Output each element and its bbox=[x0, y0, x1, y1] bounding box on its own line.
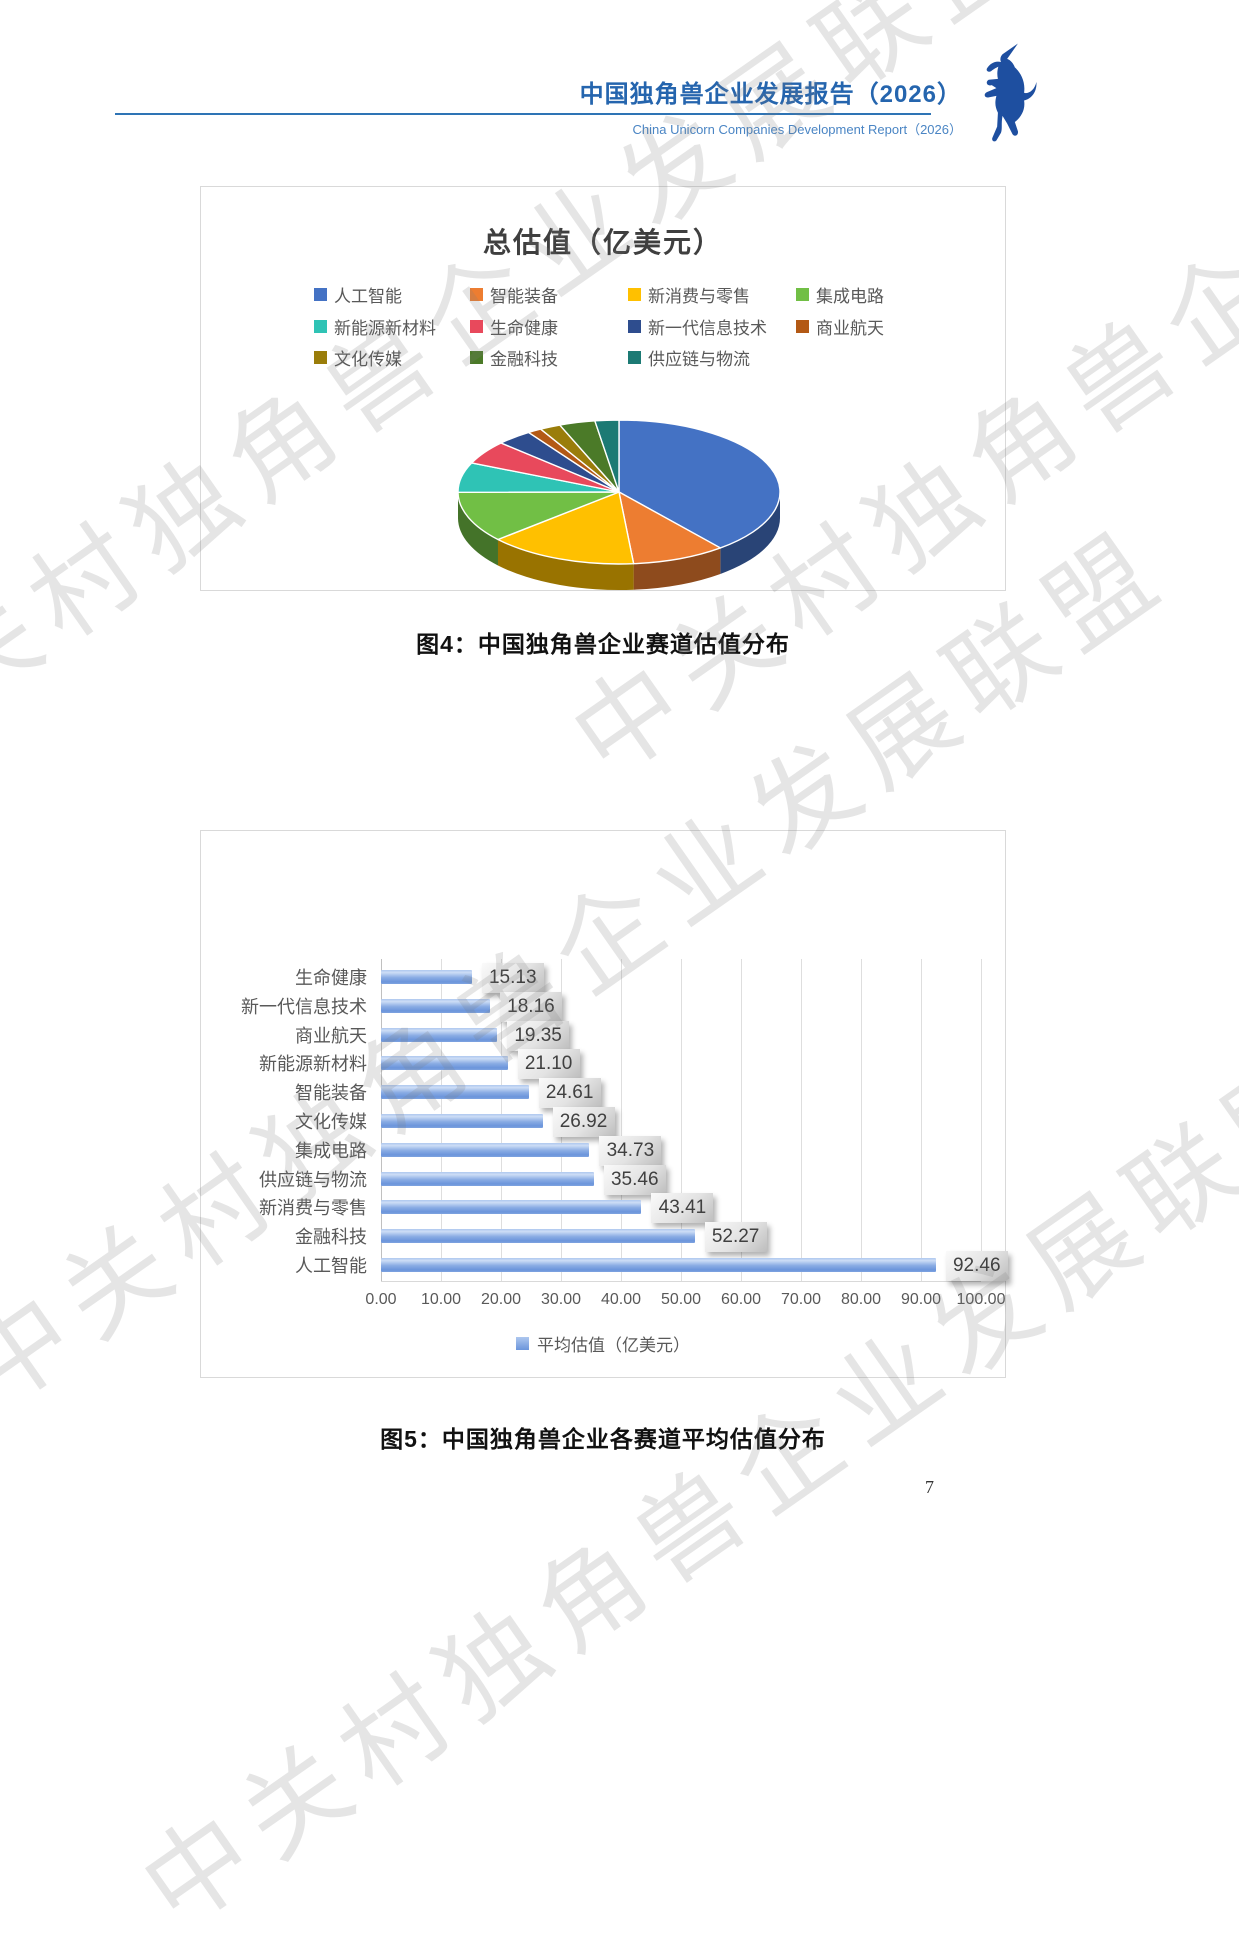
x-axis-tick: 100.00 bbox=[946, 1291, 1016, 1309]
bar-category-label: 新能源新材料 bbox=[201, 1050, 373, 1076]
gridline bbox=[981, 959, 982, 1281]
legend-label: 平均估值（亿美元） bbox=[537, 1331, 690, 1356]
figure5-caption: 图5：中国独角兽企业各赛道平均估值分布 bbox=[200, 1420, 1006, 1454]
gridline bbox=[921, 959, 922, 1281]
figure5-chart-card: 生命健康 15.13 新一代信息技术 18.16 商业航天 19.35 新能源新材料 21.1… bbox=[200, 830, 1006, 1378]
report-title-cn: 中国独角兽企业发展报告（2026） bbox=[580, 74, 962, 109]
bar bbox=[381, 1229, 695, 1243]
bar bbox=[381, 1056, 508, 1070]
bar-value-label: 15.13 bbox=[482, 963, 544, 993]
pie-3d-chart bbox=[201, 187, 1007, 592]
figure4-caption: 图4：中国独角兽企业赛道估值分布 bbox=[200, 625, 1006, 659]
bar-category-label: 文化传媒 bbox=[201, 1108, 373, 1134]
report-title-en: China Unicorn Companies Development Repo… bbox=[632, 119, 962, 138]
bar-category-label: 供应链与物流 bbox=[201, 1166, 373, 1192]
bar-value-label: 92.46 bbox=[946, 1251, 1008, 1281]
unicorn-logo-icon bbox=[962, 42, 1040, 142]
bar-value-label: 18.16 bbox=[500, 992, 562, 1022]
report-page: { "page": { "number": "7" }, "watermark_… bbox=[0, 0, 1239, 1753]
bar-value-label: 35.46 bbox=[604, 1165, 666, 1195]
gridline bbox=[801, 959, 802, 1281]
bar bbox=[381, 1200, 641, 1214]
bar-category-label: 人工智能 bbox=[201, 1252, 373, 1278]
x-axis-line bbox=[381, 1281, 981, 1282]
bar-category-label: 智能装备 bbox=[201, 1079, 373, 1105]
bar-category-label: 新一代信息技术 bbox=[201, 993, 373, 1019]
page-number: 7 bbox=[925, 1477, 934, 1498]
bar bbox=[381, 999, 490, 1013]
bar bbox=[381, 1258, 936, 1272]
bar-value-label: 19.35 bbox=[507, 1021, 569, 1051]
bar-value-label: 34.73 bbox=[599, 1136, 661, 1166]
figure4-chart-card: 总估值（亿美元） 人工智能智能装备新消费与零售集成电路新能源新材料生命健康新一代… bbox=[200, 186, 1006, 591]
bar-value-label: 43.41 bbox=[651, 1193, 713, 1223]
gridline bbox=[861, 959, 862, 1281]
bar-category-label: 集成电路 bbox=[201, 1137, 373, 1163]
bar bbox=[381, 1028, 497, 1042]
bar-value-label: 21.10 bbox=[518, 1049, 580, 1079]
bar bbox=[381, 1085, 529, 1099]
bar-category-label: 新消费与零售 bbox=[201, 1194, 373, 1220]
bar bbox=[381, 1172, 594, 1186]
legend-swatch bbox=[516, 1337, 529, 1350]
bar-chart-legend: 平均估值（亿美元） bbox=[201, 1331, 1005, 1356]
bar bbox=[381, 970, 472, 984]
bar bbox=[381, 1143, 589, 1157]
bar-value-label: 26.92 bbox=[553, 1107, 615, 1137]
bar-value-label: 52.27 bbox=[705, 1222, 767, 1252]
bar bbox=[381, 1114, 543, 1128]
header-divider bbox=[115, 113, 931, 115]
bar-category-label: 生命健康 bbox=[201, 964, 373, 990]
bar-value-label: 24.61 bbox=[539, 1078, 601, 1108]
bar-category-label: 商业航天 bbox=[201, 1022, 373, 1048]
bar-category-label: 金融科技 bbox=[201, 1223, 373, 1249]
